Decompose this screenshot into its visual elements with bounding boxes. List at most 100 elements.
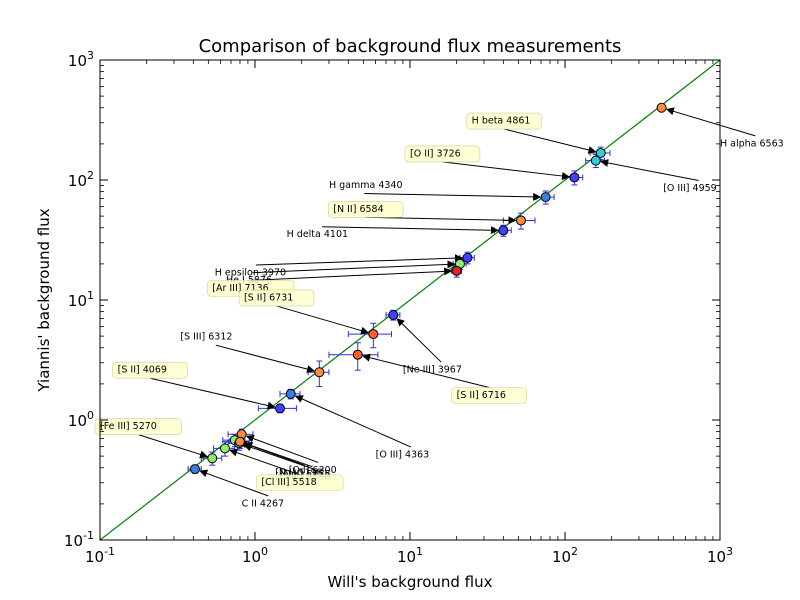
annotation-ne-iii-3967: [Ne III] 3967 (403, 365, 462, 376)
annotation-o-iii-4959: [O III] 4959 (663, 183, 717, 194)
point-s-ii-6716 (352, 349, 363, 360)
annotation-arrow-h-gamma-4340 (364, 192, 542, 201)
annotation-arrow-o-ii-3726 (442, 161, 570, 180)
annotation-arrow-s-ii-4069 (149, 377, 276, 410)
annotation-text: [Fe III] 5270 (100, 421, 157, 432)
annotation-text: [O II] 3726 (410, 148, 461, 159)
annotation-box (404, 145, 481, 163)
point-o-iii-4363 (285, 388, 296, 399)
annotation-h-delta-4101: H delta 4101 (287, 229, 348, 240)
annotation-text: H beta 4861 (472, 116, 531, 127)
annotation-arrow-s-iii-6312 (215, 344, 315, 373)
point-ar-iii-7136 (451, 265, 462, 276)
annotation-c-ii-4267: C II 4267 (242, 498, 284, 509)
annotation-box (112, 361, 188, 379)
x-tick-label: 100 (242, 545, 268, 566)
annotation-arrow-h-delta-4101 (322, 226, 499, 235)
annotation-arrow-cl-iii-5518 (229, 448, 300, 476)
annotation-arrow-ne-iii-3967 (396, 318, 442, 363)
annotation-h-beta-4861: H beta 4861 (466, 112, 542, 130)
annotation-text: [S II] 4069 (118, 365, 167, 376)
annotation-arrow-fe-iii-5270 (138, 434, 208, 459)
annotation-text: [N II] 6584 (333, 204, 383, 215)
annotation-text: [O III] 4959 (663, 183, 717, 194)
annotation-text: H epsilon 3970 (215, 267, 286, 278)
annotation-s-ii-4069: [S II] 4069 (112, 361, 188, 379)
annotation-text: H gamma 4340 (329, 180, 403, 191)
annotation-n-ii-6584: [N II] 6584 (327, 200, 404, 218)
point-n-ii-6584 (515, 215, 526, 226)
annotation-text: [Cl III] 5518 (261, 477, 316, 488)
x-tick-label: 103 (707, 545, 733, 566)
y-tick-label: 102 (68, 169, 94, 190)
annotation-arrow-o-i-6300 (245, 434, 319, 463)
annotation-arrow-h-epsilon-3970 (256, 254, 464, 266)
annotation-s-ii-6716: [S II] 6716 (451, 387, 527, 404)
annotation-arrow-ar-iii-7136 (250, 267, 453, 281)
annotation-h-epsilon-3970: H epsilon 3970 (215, 267, 286, 278)
y-axis-label: Yiannis' background flux (35, 208, 53, 392)
annotation-arrow-s-ii-6731 (276, 305, 370, 335)
point-s-ii-4069 (275, 403, 286, 414)
annotation-text: [S II] 6716 (457, 390, 506, 401)
annotation-o-i-6300: [O I] 6300 (289, 465, 337, 476)
annotation-arrow-n-ii-6584 (365, 216, 517, 225)
y-tick-label: 100 (68, 409, 94, 430)
annotation-box (238, 289, 315, 307)
point-h-gamma-4340 (540, 192, 551, 203)
annotation-s-iii-6312: [S III] 6312 (180, 332, 232, 343)
point-c-ii-4267 (189, 464, 200, 475)
chart-title: Comparison of background flux measuremen… (199, 36, 622, 57)
annotation-text: H delta 4101 (287, 229, 348, 240)
annotation-h-alpha-6563: H alpha 6563 (720, 138, 784, 149)
annotation-cl-iii-5518: [Cl III] 5518 (256, 474, 344, 492)
annotation-o-ii-3726: [O II] 3726 (404, 145, 481, 163)
x-axis-ticks: 10-1 100 101 102 103 (85, 60, 733, 566)
annotation-box (256, 474, 344, 492)
point-h-alpha-6563 (656, 102, 667, 113)
annotation-box (327, 200, 404, 218)
annotation-arrow-o-iii-4959 (600, 159, 699, 181)
x-tick-label: 101 (397, 545, 423, 566)
point-h-beta-4861 (595, 147, 606, 158)
annotation-box (94, 418, 182, 435)
x-axis-label: Will's background flux (327, 573, 492, 591)
annotation-box (451, 387, 527, 404)
data-points (189, 102, 667, 475)
point-s-ii-6731 (368, 329, 379, 340)
point-o-ii-3726 (569, 172, 580, 183)
annotation-text: H alpha 6563 (720, 138, 784, 149)
y-tick-label: 103 (68, 49, 94, 70)
annotation-arrow-o-iii-4363 (294, 395, 412, 448)
y-axis-ticks: 10-1 100 101 102 103 (64, 49, 720, 550)
annotation-s-ii-6731: [S II] 6731 (238, 289, 315, 307)
annotation-arrow-h-beta-4861 (504, 128, 597, 154)
annotation-labels: H alpha 6563 H beta 4861 [O III] 4959 [O II… (94, 112, 784, 509)
annotation-box (466, 112, 542, 130)
annotation-n-i-5198: [N I] 5198 (275, 468, 323, 479)
y-tick-label: 101 (68, 289, 94, 310)
point-n-ii-5755 (234, 436, 245, 447)
point-s-iii-6312 (314, 367, 325, 378)
reference-line (100, 60, 720, 540)
annotation-text: [S II] 6731 (244, 292, 293, 303)
annotation-h-gamma-4340: H gamma 4340 (329, 180, 403, 191)
point-h-epsilon-3970 (462, 252, 473, 263)
annotation-arrow-he-i-5876 (252, 260, 456, 274)
annotation-arrow-n-ii-5755 (244, 441, 313, 468)
annotation-text: [O III] 4363 (376, 450, 430, 461)
point-cl-iii-5518 (219, 443, 230, 454)
annotation-arrow-s-ii-6716 (362, 353, 490, 388)
annotation-text: [Ne III] 3967 (403, 365, 462, 376)
annotation-text: C II 4267 (242, 498, 284, 509)
annotation-arrow-h-alpha-6563 (665, 107, 756, 137)
annotation-arrow-c-ii-4267 (199, 469, 269, 497)
x-tick-label: 102 (552, 545, 578, 566)
point-o-iii-4959 (590, 155, 601, 166)
point-ne-iii-3967 (388, 309, 399, 320)
annotation-text: [N I] 5198 (275, 468, 323, 479)
annotation-fe-iii-5270: [Fe III] 5270 (94, 418, 182, 435)
annotation-text: [O I] 6300 (289, 465, 337, 476)
x-tick-label: 10-1 (85, 545, 115, 566)
